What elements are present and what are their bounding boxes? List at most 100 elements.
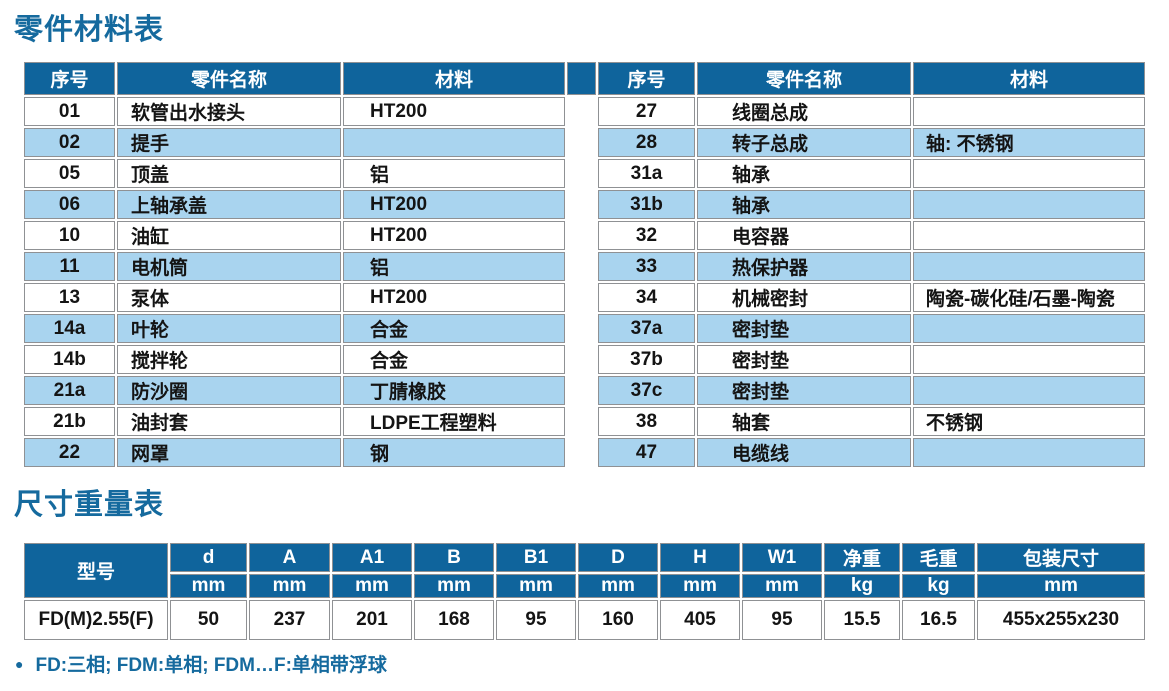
part-name-cell: 电机筒 bbox=[117, 252, 341, 281]
part-name-cell: 密封垫 bbox=[697, 314, 911, 343]
parts-section-title: 零件材料表 bbox=[14, 14, 165, 46]
material-cell bbox=[913, 376, 1145, 405]
table-row: 14a 叶轮 合金 37a 密封垫 bbox=[24, 314, 1145, 343]
material-cell: 合金 bbox=[343, 314, 565, 343]
unit-cell: kg bbox=[902, 574, 975, 598]
table-row: 21a 防沙圈 丁腈橡胶 37c 密封垫 bbox=[24, 376, 1145, 405]
column-header-b1: B1 bbox=[496, 543, 576, 572]
parts-material-table: 序号 零件名称 材料 序号 零件名称 材料 01 软管出水接头 HT200 27… bbox=[22, 60, 1147, 469]
part-number-cell: 11 bbox=[24, 252, 115, 281]
value-cell: 50 bbox=[170, 600, 247, 640]
table-row: 14b 搅拌轮 合金 37b 密封垫 bbox=[24, 345, 1145, 374]
value-cell: 160 bbox=[578, 600, 658, 640]
part-number-cell: 27 bbox=[598, 97, 695, 126]
table-row: 13 泵体 HT200 34 机械密封 陶瓷-碳化硅/石墨-陶瓷 bbox=[24, 283, 1145, 312]
value-cell: 405 bbox=[660, 600, 740, 640]
part-name-cell: 网罩 bbox=[117, 438, 341, 467]
footnote-text: FD:三相; FDM:单相; FDM…F:单相带浮球 bbox=[35, 655, 387, 676]
table-row: 02 提手 28 转子总成 轴: 不锈钢 bbox=[24, 128, 1145, 157]
part-number-cell: 14a bbox=[24, 314, 115, 343]
material-cell bbox=[913, 252, 1145, 281]
material-cell: LDPE工程塑料 bbox=[343, 407, 565, 436]
unit-cell: mm bbox=[742, 574, 822, 598]
column-header-gross-weight: 毛重 bbox=[902, 543, 975, 572]
part-name-cell: 轴承 bbox=[697, 190, 911, 219]
material-cell bbox=[913, 314, 1145, 343]
part-number-cell: 06 bbox=[24, 190, 115, 219]
unit-cell: mm bbox=[414, 574, 494, 598]
part-number-cell: 32 bbox=[598, 221, 695, 250]
part-name-cell: 线圈总成 bbox=[697, 97, 911, 126]
material-cell: HT200 bbox=[343, 283, 565, 312]
dims-data-row: FD(M)2.55(F) 50 237 201 168 95 160 405 9… bbox=[24, 600, 1145, 640]
part-number-cell: 10 bbox=[24, 221, 115, 250]
material-cell bbox=[913, 345, 1145, 374]
part-number-cell: 01 bbox=[24, 97, 115, 126]
part-name-cell: 油封套 bbox=[117, 407, 341, 436]
column-header-d: d bbox=[170, 543, 247, 572]
material-cell: 丁腈橡胶 bbox=[343, 376, 565, 405]
part-name-cell: 转子总成 bbox=[697, 128, 911, 157]
part-number-cell: 22 bbox=[24, 438, 115, 467]
part-name-cell: 顶盖 bbox=[117, 159, 341, 188]
column-header-net-weight: 净重 bbox=[824, 543, 900, 572]
column-header-material-left: 材料 bbox=[343, 62, 565, 95]
column-header-index-right: 序号 bbox=[598, 62, 695, 95]
column-header-h: H bbox=[660, 543, 740, 572]
material-cell: 不锈钢 bbox=[913, 407, 1145, 436]
part-name-cell: 轴套 bbox=[697, 407, 911, 436]
value-cell: 455x255x230 bbox=[977, 600, 1145, 640]
material-cell bbox=[913, 221, 1145, 250]
value-cell: 95 bbox=[742, 600, 822, 640]
part-number-cell: 21a bbox=[24, 376, 115, 405]
value-cell: 201 bbox=[332, 600, 412, 640]
material-cell: 轴: 不锈钢 bbox=[913, 128, 1145, 157]
part-name-cell: 机械密封 bbox=[697, 283, 911, 312]
column-header-model: 型号 bbox=[24, 543, 168, 598]
material-cell: 陶瓷-碳化硅/石墨-陶瓷 bbox=[913, 283, 1145, 312]
material-cell: HT200 bbox=[343, 97, 565, 126]
part-name-cell: 叶轮 bbox=[117, 314, 341, 343]
part-number-cell: 37a bbox=[598, 314, 695, 343]
unit-cell: mm bbox=[578, 574, 658, 598]
unit-cell: mm bbox=[977, 574, 1145, 598]
value-cell: 168 bbox=[414, 600, 494, 640]
part-name-cell: 电缆线 bbox=[697, 438, 911, 467]
model-cell: FD(M)2.55(F) bbox=[24, 600, 168, 640]
part-number-cell: 31b bbox=[598, 190, 695, 219]
material-cell bbox=[913, 159, 1145, 188]
part-number-cell: 21b bbox=[24, 407, 115, 436]
part-name-cell: 热保护器 bbox=[697, 252, 911, 281]
table-row: 06 上轴承盖 HT200 31b 轴承 bbox=[24, 190, 1145, 219]
material-cell bbox=[913, 97, 1145, 126]
unit-cell: mm bbox=[249, 574, 330, 598]
part-number-cell: 14b bbox=[24, 345, 115, 374]
column-header-a: A bbox=[249, 543, 330, 572]
part-name-cell: 搅拌轮 bbox=[117, 345, 341, 374]
value-cell: 16.5 bbox=[902, 600, 975, 640]
part-name-cell: 密封垫 bbox=[697, 345, 911, 374]
part-number-cell: 37b bbox=[598, 345, 695, 374]
value-cell: 15.5 bbox=[824, 600, 900, 640]
part-name-cell: 泵体 bbox=[117, 283, 341, 312]
part-number-cell: 31a bbox=[598, 159, 695, 188]
column-header-b: B bbox=[414, 543, 494, 572]
dims-unit-row: mm mm mm mm mm mm mm mm kg kg mm bbox=[24, 574, 1145, 598]
part-number-cell: 47 bbox=[598, 438, 695, 467]
part-name-cell: 软管出水接头 bbox=[117, 97, 341, 126]
part-number-cell: 28 bbox=[598, 128, 695, 157]
column-header-a1: A1 bbox=[332, 543, 412, 572]
column-header-w1: W1 bbox=[742, 543, 822, 572]
part-number-cell: 05 bbox=[24, 159, 115, 188]
part-name-cell: 上轴承盖 bbox=[117, 190, 341, 219]
table-row: 05 顶盖 铝 31a 轴承 bbox=[24, 159, 1145, 188]
part-number-cell: 38 bbox=[598, 407, 695, 436]
value-cell: 237 bbox=[249, 600, 330, 640]
material-cell bbox=[913, 438, 1145, 467]
value-cell: 95 bbox=[496, 600, 576, 640]
column-header-material-right: 材料 bbox=[913, 62, 1145, 95]
dims-header-row: 型号 d A A1 B B1 D H W1 净重 毛重 包装尺寸 bbox=[24, 543, 1145, 598]
unit-cell: mm bbox=[332, 574, 412, 598]
material-cell: HT200 bbox=[343, 190, 565, 219]
part-number-cell: 02 bbox=[24, 128, 115, 157]
